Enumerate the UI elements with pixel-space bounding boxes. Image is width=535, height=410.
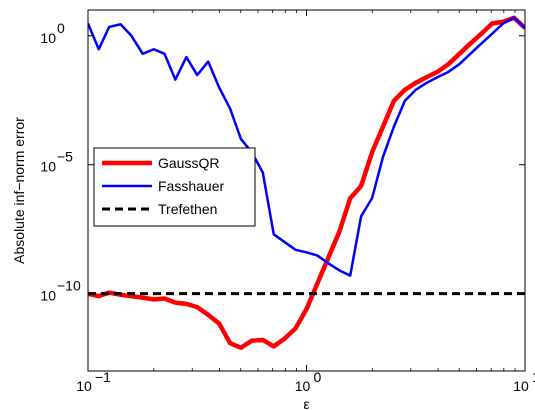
y-tick-exponent: −5 bbox=[57, 149, 73, 165]
legend-label-gaussqr: GaussQR bbox=[158, 155, 219, 171]
x-tick-label: 10 bbox=[513, 378, 529, 394]
legend-label-fasshauer: Fasshauer bbox=[158, 178, 224, 194]
y-tick-label: 10 bbox=[40, 288, 56, 304]
x-tick-label: 10 bbox=[295, 378, 311, 394]
y-axis-label: Absolute inf−norm error bbox=[11, 117, 27, 264]
x-tick-label: 10 bbox=[76, 378, 92, 394]
legend: GaussQR Fasshauer Trefethen bbox=[93, 147, 256, 227]
x-axis-label: ε bbox=[303, 396, 309, 410]
x-tick-exponent: −1 bbox=[95, 369, 111, 385]
x-tick-exponent: 0 bbox=[314, 369, 322, 385]
series-line-fasshauer bbox=[88, 16, 525, 277]
legend-label-trefethen: Trefethen bbox=[158, 201, 217, 217]
series-line-gaussqr bbox=[88, 15, 525, 350]
series-layer bbox=[88, 15, 525, 350]
y-tick-exponent: 0 bbox=[57, 20, 65, 36]
y-tick-exponent: −10 bbox=[57, 278, 81, 294]
y-tick-label: 10 bbox=[40, 159, 56, 175]
y-tick-label: 10 bbox=[40, 30, 56, 46]
x-tick-exponent: 1 bbox=[532, 369, 535, 385]
